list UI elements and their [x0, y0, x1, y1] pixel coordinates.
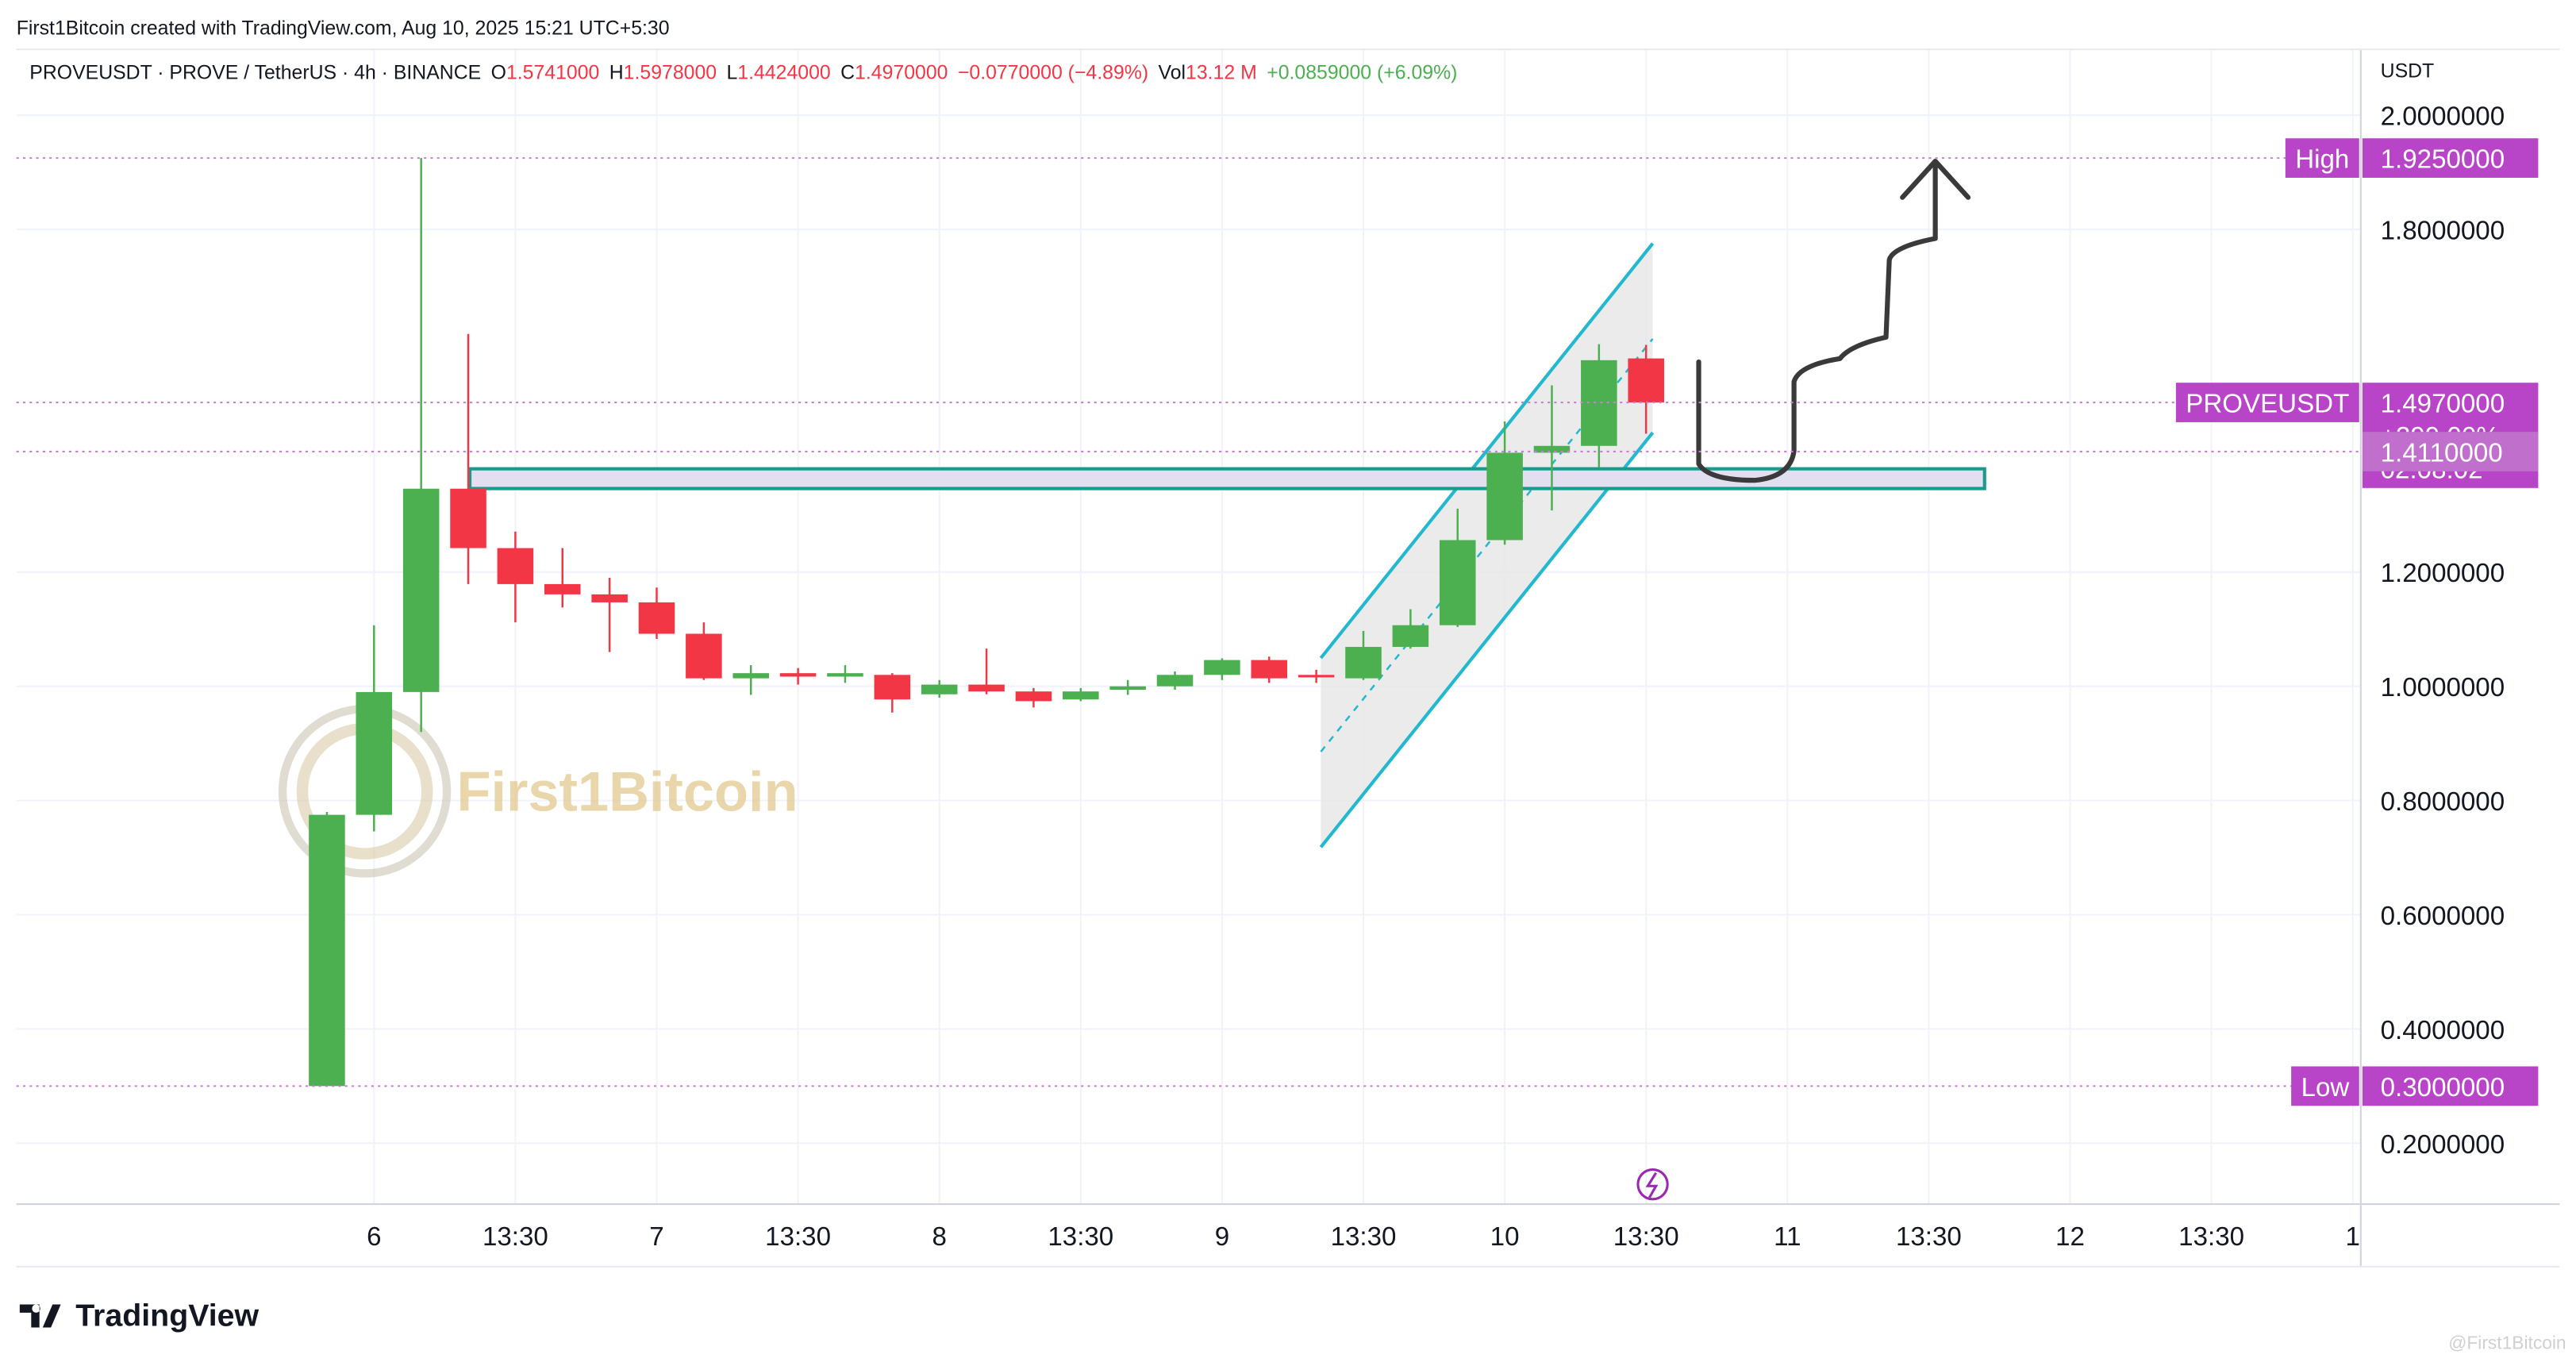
candle-body [402, 488, 440, 692]
price-label: 1.4110000 [2381, 438, 2503, 467]
x-tick-label: 13:30 [483, 1222, 548, 1252]
y-tick-label: 1.8000000 [2381, 216, 2505, 245]
candle-body [356, 691, 393, 815]
x-tick-label: 9 [1215, 1222, 1229, 1252]
candle-body [1109, 686, 1146, 691]
ohlc-value: 1.5978000 [624, 62, 717, 83]
brand: TradingView [75, 1298, 259, 1333]
x-tick-label: 6 [367, 1222, 381, 1252]
ohlc-value: 1.5741000 [506, 62, 599, 83]
candle-body [1392, 625, 1429, 648]
symbol: PROVEUSDT · PROVE / TetherUS · 4h · BINA… [29, 62, 481, 83]
ohlc-name: C [840, 62, 855, 83]
y-tick-label: 0.4000000 [2381, 1016, 2505, 1045]
ohlc-name: O [491, 62, 506, 83]
y-tick-label: 0.8000000 [2381, 787, 2505, 817]
ohlc-name: H [609, 62, 624, 83]
ohlc-name: L [727, 62, 738, 83]
candle-body [1251, 660, 1288, 679]
candle-body [497, 548, 534, 584]
x-tick-label: 13:30 [1048, 1222, 1113, 1252]
candle-body [779, 673, 817, 677]
x-tick-label: 13:30 [1896, 1222, 1962, 1252]
price-label: 1.9250000 [2381, 145, 2505, 175]
price-label-name: Low [2301, 1073, 2350, 1102]
x-tick-label: 1 [2346, 1222, 2360, 1252]
candle-body [732, 673, 770, 679]
candle-body [921, 684, 958, 694]
candle-body [686, 633, 722, 679]
x-tick-label: 11 [1774, 1222, 1801, 1252]
candle-body [1204, 660, 1240, 675]
price-label-box [2362, 432, 2539, 471]
ohlc-value: 1.4970000 [855, 62, 948, 83]
channel-mid [1320, 338, 1654, 752]
watermark: First1Bitcoin [457, 760, 798, 823]
candles [309, 158, 1664, 1087]
candle-body [591, 594, 628, 602]
x-tick-label: 8 [932, 1222, 946, 1252]
price-label-name: High [2295, 145, 2349, 175]
price-label-box [2362, 138, 2539, 178]
candle-body [1156, 675, 1194, 687]
price-label-box [2362, 1066, 2539, 1106]
x-tick-label: 13:30 [1613, 1222, 1679, 1252]
candle-body [968, 684, 1005, 692]
corner-watermark: @First1Bitcoin [2448, 1332, 2566, 1352]
price-label: 0.3000000 [2381, 1073, 2505, 1102]
candle-body [827, 673, 863, 677]
ohlc-value: 1.4424000 [737, 62, 830, 83]
projection-arrow [1696, 158, 1971, 483]
channel-lower [1319, 431, 1655, 848]
y-tick-label: 0.2000000 [2381, 1130, 2505, 1160]
candle-body [1628, 358, 1664, 403]
legend: PROVEUSDT · PROVE / TetherUS · 4h · BINA… [29, 62, 1457, 83]
x-tick-label: 7 [649, 1222, 663, 1252]
price-name-box [2175, 383, 2359, 422]
candle-body [544, 583, 581, 594]
axes: 0.2000000 0.4000000 0.6000000 0.8000000 1.00… [16, 102, 2539, 1252]
x-tick-label: 13:30 [765, 1222, 831, 1252]
currency: USDT [2381, 60, 2435, 82]
event-icon-bolt [1645, 1172, 1659, 1198]
candle-body [309, 814, 345, 1087]
x-tick-label: 10 [1490, 1222, 1520, 1252]
candle-body [1298, 675, 1335, 678]
event-icon [1636, 1168, 1669, 1201]
candle-body [1581, 360, 1617, 446]
price-name-box [2285, 138, 2359, 178]
price-label: 1.4970000 [2381, 389, 2505, 418]
y-tick-label: 1.2000000 [2381, 559, 2505, 588]
candle-body [450, 488, 486, 548]
credit: First1Bitcoin created with TradingView.c… [17, 18, 670, 40]
price-name-box [2291, 1066, 2359, 1106]
candle-body [1486, 452, 1523, 541]
x-tick-label: 12 [2055, 1222, 2085, 1252]
candle-body [874, 675, 911, 700]
x-tick-label: 13:30 [1331, 1222, 1397, 1252]
candle-body [1345, 647, 1382, 679]
candle-body [1063, 691, 1099, 700]
channel-upper [1319, 242, 1655, 660]
y-tick-label: 1.0000000 [2381, 673, 2505, 702]
volume: 13.12 M [1186, 62, 1257, 83]
candle-body [1015, 691, 1052, 702]
y-tick-label: 0.6000000 [2381, 902, 2505, 931]
candle-body [638, 602, 675, 634]
brand-logo [19, 1304, 61, 1328]
x-tick-label: 13:30 [2178, 1222, 2244, 1252]
change: −0.0770000 (−4.89%) [958, 62, 1148, 83]
y-tick-label: 2.0000000 [2381, 102, 2505, 132]
volume-change: +0.0859000 (+6.09%) [1267, 62, 1457, 83]
volume-name: Vol [1159, 62, 1186, 83]
candle-body [1439, 540, 1476, 625]
candle-body [1533, 445, 1571, 453]
price-label-name: PROVEUSDT [2186, 389, 2349, 418]
